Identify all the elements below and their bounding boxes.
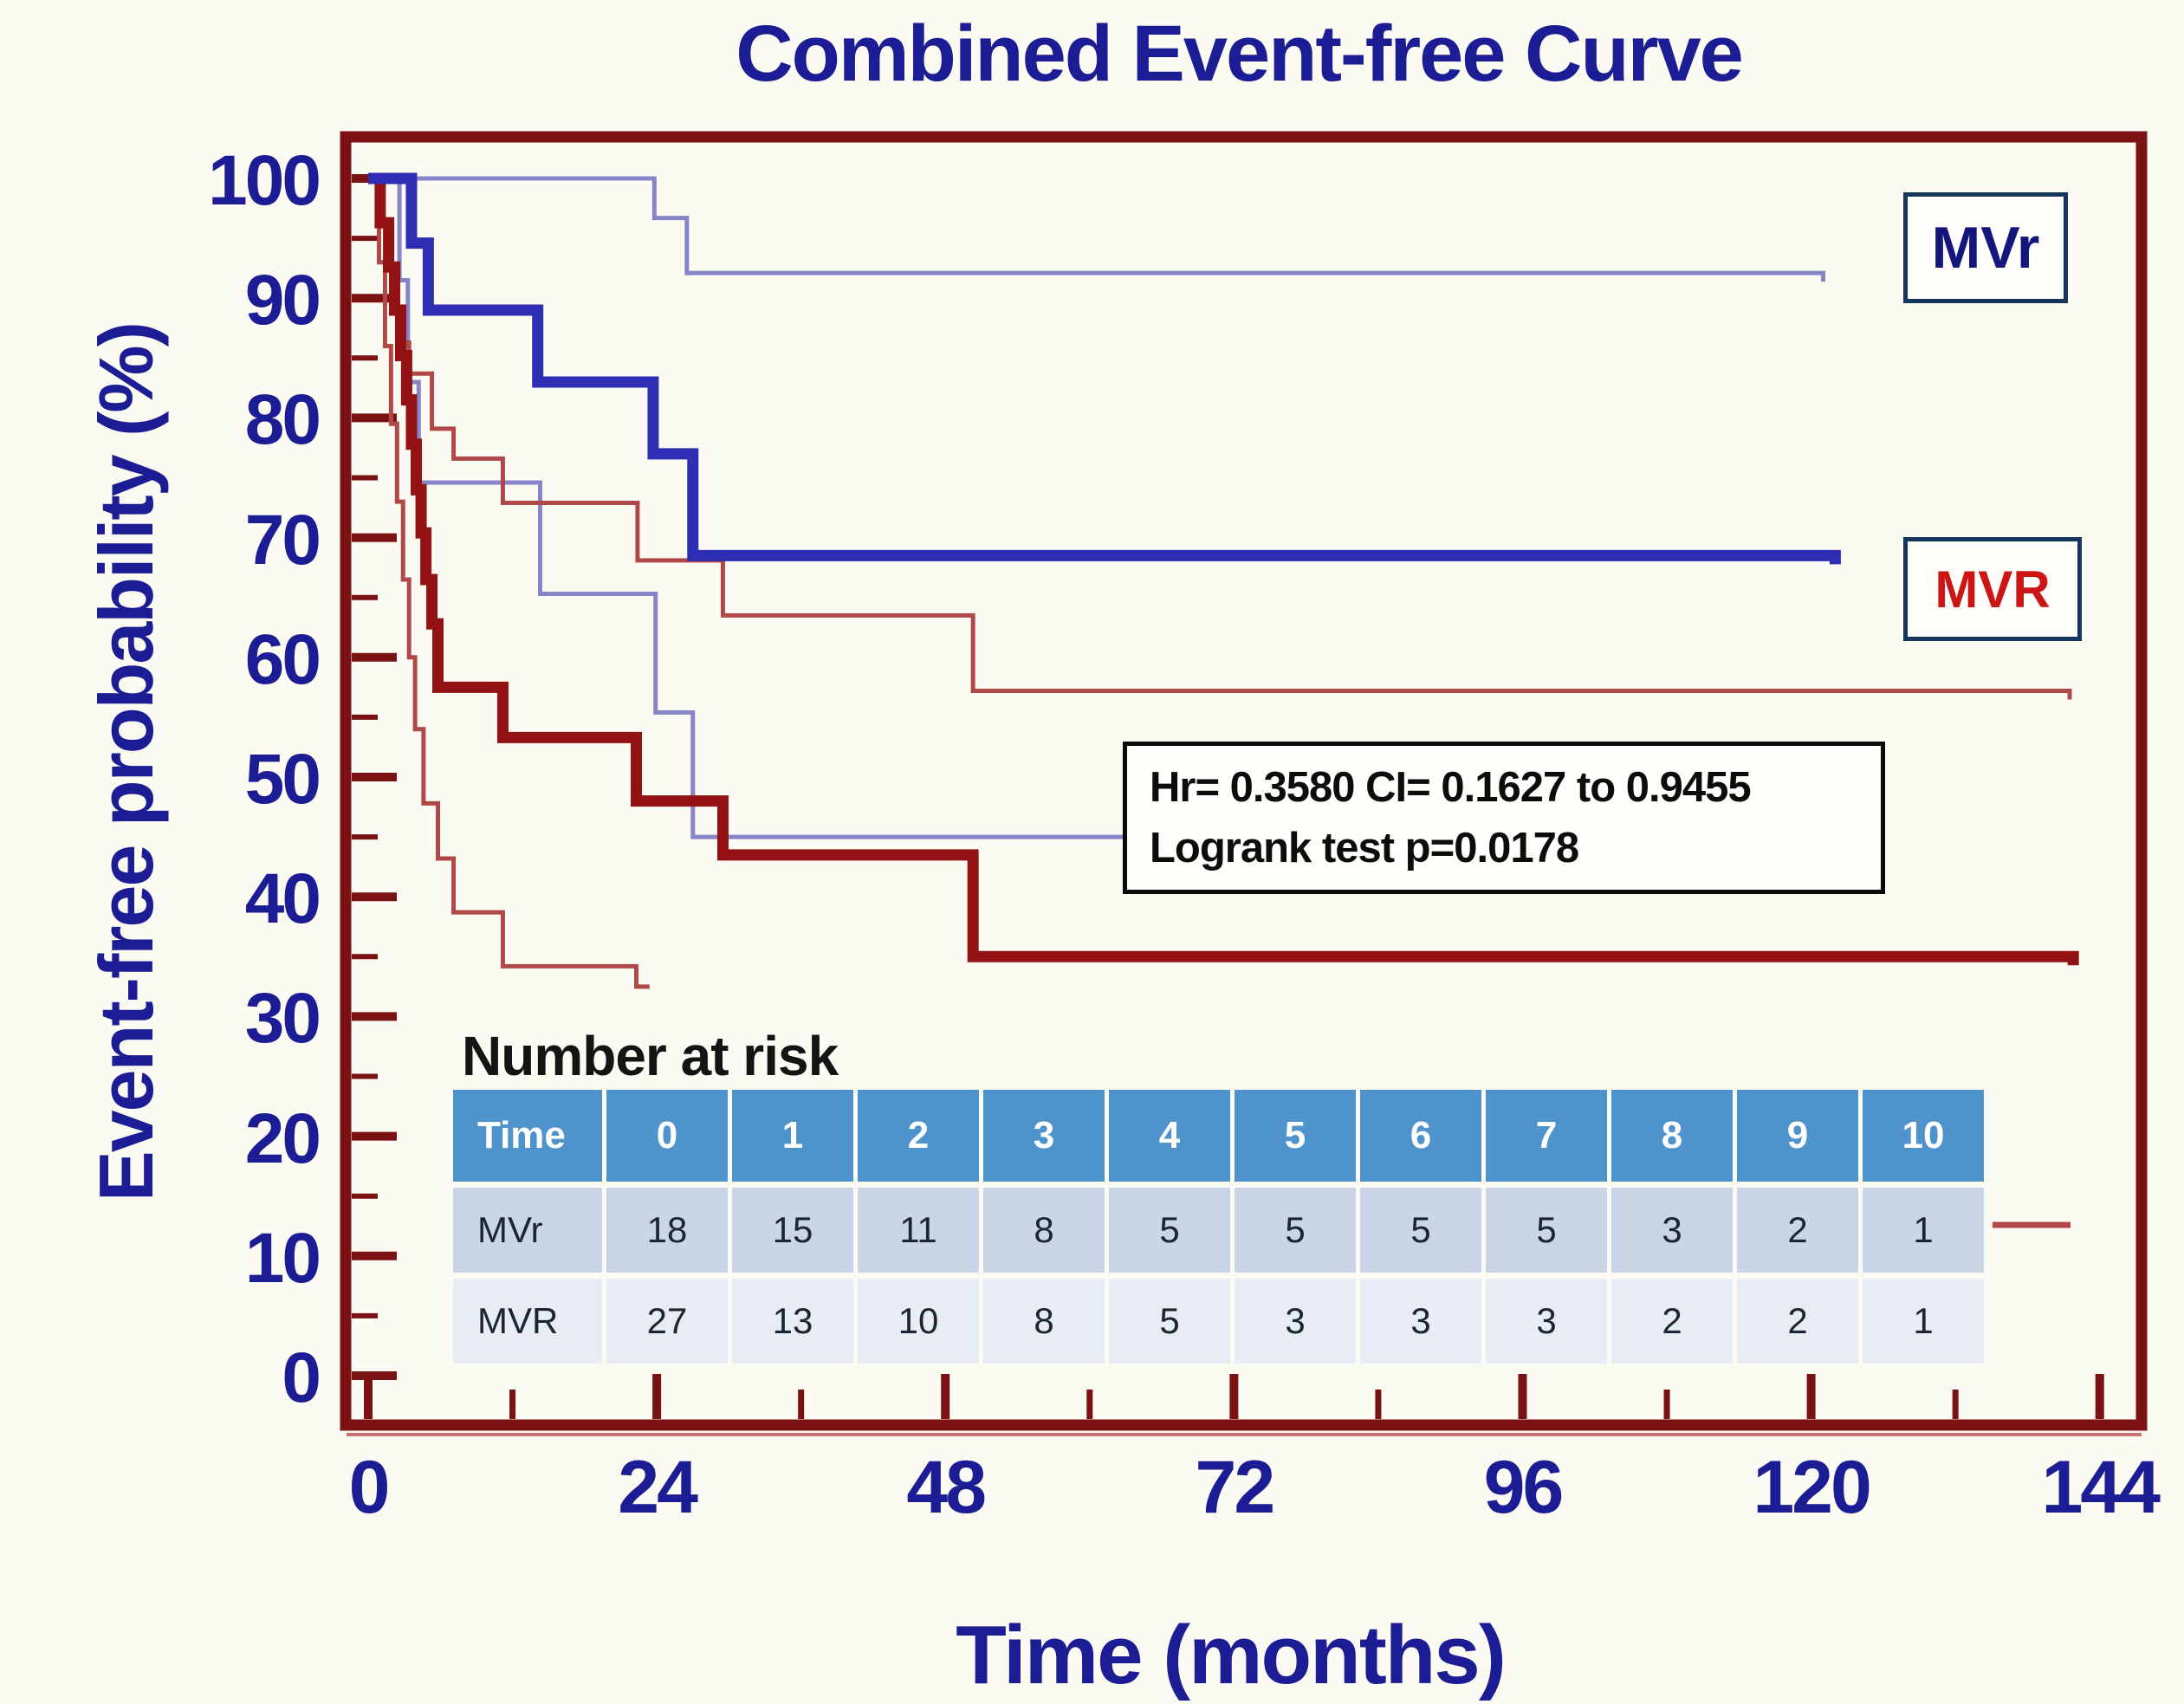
y-tick-label: 90 — [244, 261, 321, 340]
risk-count-cell: 5 — [1235, 1090, 1356, 1182]
risk-count-cell: 15 — [732, 1188, 853, 1273]
risk-count-cell: 5 — [1109, 1188, 1230, 1273]
risk-count-cell: 4 — [1109, 1090, 1230, 1182]
risk-count-cell: 1 — [1863, 1279, 1984, 1364]
y-tick-label: 0 — [282, 1338, 321, 1417]
row-label-cell: Time — [453, 1090, 602, 1182]
risk-count-cell: 2 — [1737, 1279, 1858, 1364]
risk-count-cell: 3 — [983, 1090, 1105, 1182]
risk-count-cell: 10 — [858, 1279, 979, 1364]
legend-box-mvr: MVr — [1903, 192, 2068, 303]
risk-count-cell: 8 — [983, 1279, 1105, 1364]
risk-count-cell: 1 — [1863, 1188, 1984, 1273]
mvr-curve — [368, 172, 1841, 565]
risk-count-cell: 9 — [1737, 1090, 1858, 1182]
risk-count-cell: 3 — [1611, 1188, 1733, 1273]
y-tick-label: 100 — [208, 141, 321, 220]
x-tick-label: 120 — [1753, 1446, 1872, 1529]
risk-table-header-row: Time 0 1 2 3 4 5 6 7 8 9 10 — [453, 1090, 1984, 1182]
risk-count-cell: 5 — [1235, 1188, 1356, 1273]
risk-count-cell: 1 — [732, 1090, 853, 1182]
risk-count-cell: 0 — [606, 1090, 728, 1182]
x-tick-label: 0 — [348, 1446, 391, 1529]
y-tick-label: 20 — [244, 1098, 321, 1178]
hazard-ratio-text: Hr= 0.3580 CI= 0.1627 to 0.9455 — [1150, 764, 1752, 811]
plot-frame — [340, 131, 2148, 1431]
x-tick-label: 48 — [906, 1446, 987, 1529]
row-label-cell: MVr — [453, 1188, 602, 1273]
risk-count-cell: 11 — [858, 1188, 979, 1273]
number-at-risk-table: Time 0 1 2 3 4 5 6 7 8 9 10 MVr 18 15 11 8 5 5 5 5 3 2 1 MVR 27 13… — [453, 1090, 1984, 1370]
risk-count-cell: 8 — [983, 1188, 1105, 1273]
y-tick-label: 70 — [244, 500, 321, 580]
mvR-lower-ci — [368, 176, 650, 989]
risk-count-cell: 5 — [1109, 1279, 1230, 1364]
y-tick-label: 60 — [244, 619, 321, 699]
legend-box-mvR: MVR — [1903, 537, 2082, 641]
y-tick-label: 40 — [244, 859, 321, 939]
risk-count-cell: 3 — [1235, 1279, 1356, 1364]
stats-annotation-box: Hr= 0.3580 CI= 0.1627 to 0.9455 Logrank … — [1123, 742, 1885, 894]
mvR-curve — [368, 172, 2079, 966]
risk-table-row-mvR: MVR 27 13 10 8 5 3 3 3 2 2 1 — [453, 1279, 1984, 1364]
x-axis-title: Time (months) — [956, 1609, 1507, 1701]
risk-count-cell: 13 — [732, 1279, 853, 1364]
risk-count-cell: 2 — [858, 1090, 979, 1182]
risk-count-cell: 3 — [1360, 1279, 1481, 1364]
risk-count-cell: 27 — [606, 1279, 728, 1364]
y-tick-label: 80 — [244, 380, 321, 460]
mvr-upper-ci — [368, 176, 1825, 282]
row-label-cell: MVR — [453, 1279, 602, 1364]
y-tick-label: 30 — [244, 979, 321, 1059]
risk-count-cell: 2 — [1611, 1279, 1733, 1364]
y-axis-title: Event-free probability (%) — [83, 323, 169, 1202]
risk-table-row-mvr: MVr 18 15 11 8 5 5 5 5 3 2 1 — [453, 1188, 1984, 1273]
y-tick-label: 50 — [244, 740, 321, 819]
risk-count-cell: 7 — [1486, 1090, 1607, 1182]
y-tick-label: 10 — [244, 1218, 321, 1298]
risk-count-cell: 8 — [1611, 1090, 1733, 1182]
risk-table-heading: Number at risk — [462, 1025, 839, 1087]
risk-count-cell: 10 — [1863, 1090, 1984, 1182]
chart-title: Combined Event-free Curve — [736, 10, 1744, 98]
survival-curves — [368, 172, 2079, 1228]
risk-count-cell: 5 — [1360, 1188, 1481, 1273]
x-tick-label: 144 — [2041, 1446, 2161, 1529]
logrank-text: Logrank test p=0.0178 — [1150, 825, 1579, 871]
x-tick-label: 72 — [1195, 1446, 1276, 1529]
risk-count-cell: 18 — [606, 1188, 728, 1273]
mvR-upper-ci — [368, 176, 2072, 700]
risk-count-cell: 2 — [1737, 1188, 1858, 1273]
risk-count-cell: 3 — [1486, 1279, 1607, 1364]
mvr-lower-ci — [368, 176, 1138, 839]
x-tick-label: 24 — [618, 1446, 698, 1529]
risk-count-cell: 5 — [1486, 1188, 1607, 1273]
legend-label-mvR: MVR — [1934, 560, 2051, 619]
x-tick-label: 96 — [1483, 1446, 1565, 1529]
legend-label-mvr: MVr — [1931, 215, 2040, 281]
risk-count-cell: 6 — [1360, 1090, 1481, 1182]
